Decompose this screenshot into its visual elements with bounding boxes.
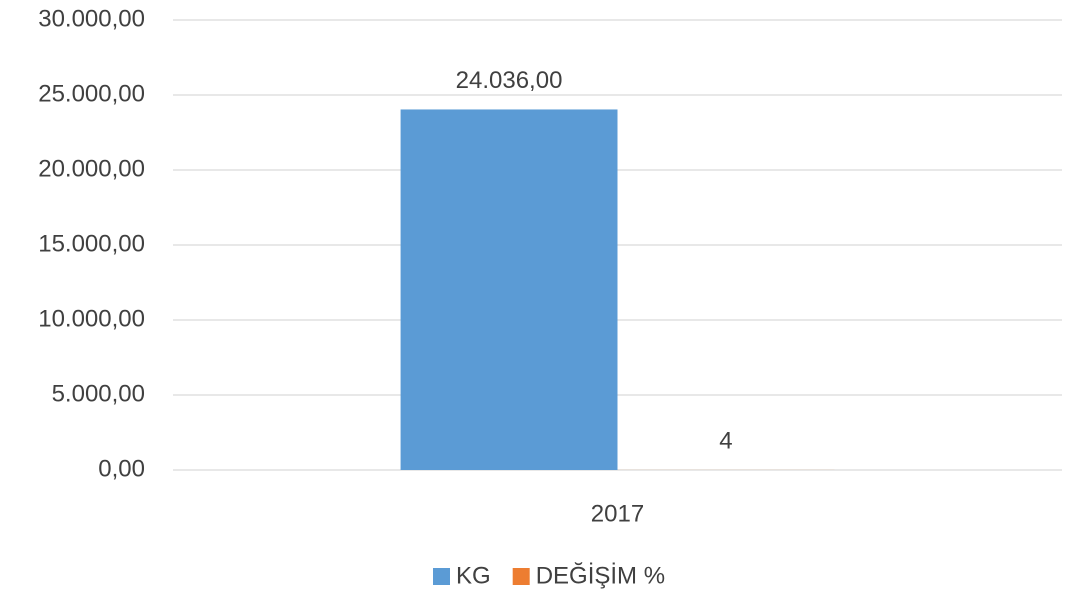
data-label: 24.036,00 [456, 67, 563, 94]
legend-swatch [433, 568, 450, 585]
y-tick-label: 20.000,00 [38, 155, 145, 182]
y-tick-label: 25.000,00 [38, 80, 145, 107]
y-tick-label: 10.000,00 [38, 305, 145, 332]
y-tick-label: 0,00 [98, 455, 145, 482]
x-tick-label: 2017 [591, 500, 644, 527]
legend-label: KG [456, 562, 491, 589]
data-label: 4 [719, 427, 732, 454]
legend-label: DEĞİŞİM % [536, 562, 665, 589]
y-tick-label: 30.000,00 [38, 5, 145, 32]
y-tick-label: 5.000,00 [52, 380, 145, 407]
y-tick-label: 15.000,00 [38, 230, 145, 257]
legend-swatch [512, 568, 530, 585]
bar [400, 109, 618, 471]
